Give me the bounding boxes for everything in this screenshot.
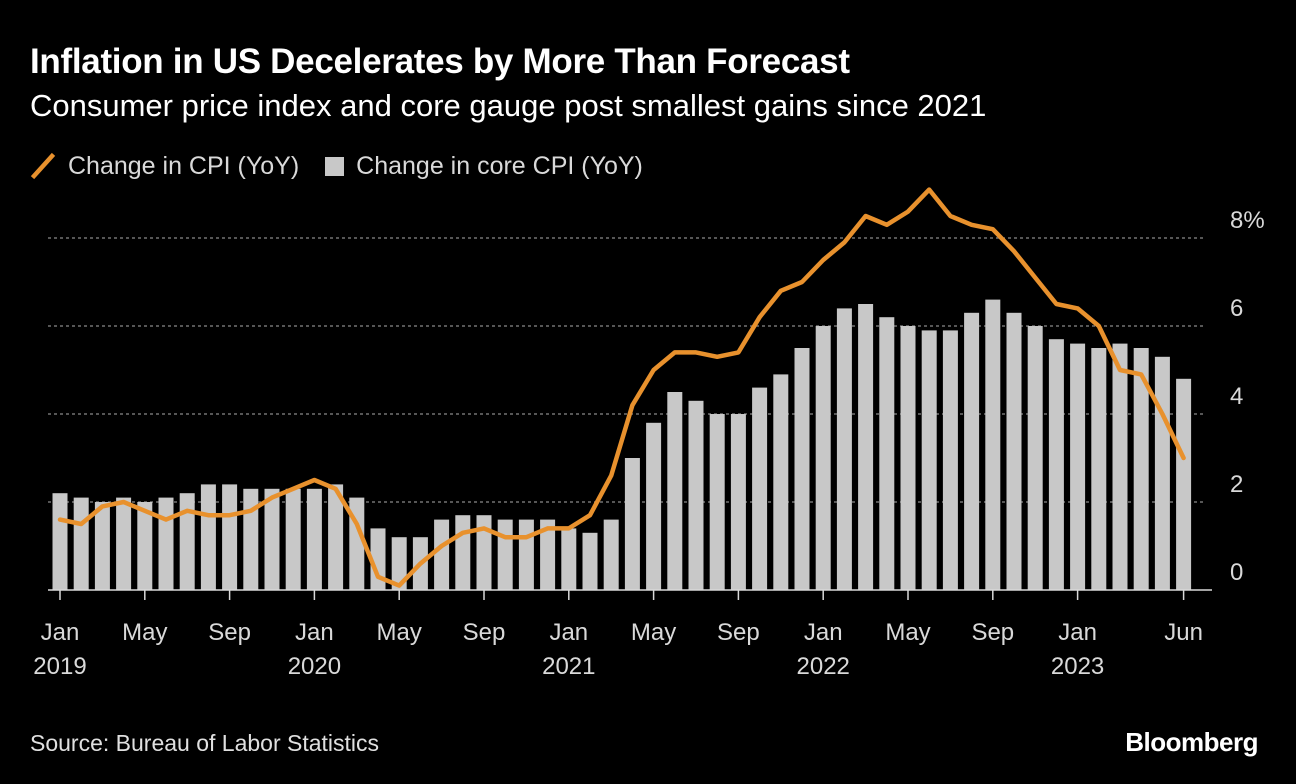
x-tick-label: Jan — [295, 619, 334, 646]
legend-label-core-cpi: Change in core CPI (YoY) — [356, 151, 643, 180]
core-cpi-bar — [476, 515, 492, 590]
bloomberg-logo: Bloomberg — [1125, 727, 1258, 757]
y-tick-label: 6 — [1230, 295, 1243, 322]
x-tick-label: Jan — [1058, 619, 1097, 646]
core-cpi-bar — [921, 330, 937, 590]
core-cpi-bar — [328, 484, 344, 590]
core-cpi-bar — [391, 537, 407, 590]
core-cpi-bar — [285, 488, 301, 590]
x-tick-label: Sep — [463, 619, 506, 646]
legend-line-swatch — [30, 152, 58, 180]
x-tick-label: Jan — [804, 619, 843, 646]
x-tick-label: 2023 — [1051, 653, 1104, 680]
core-cpi-bar — [73, 497, 89, 590]
core-cpi-bar — [137, 502, 153, 590]
core-cpi-bar — [1154, 356, 1170, 590]
core-cpi-bar — [561, 528, 577, 590]
core-cpi-bar — [1027, 326, 1043, 590]
legend-item-cpi: Change in CPI (YoY) — [30, 152, 299, 181]
core-cpi-bar — [1176, 378, 1192, 590]
core-cpi-bar — [455, 515, 471, 590]
core-cpi-bar — [200, 484, 216, 590]
core-cpi-bar — [730, 414, 746, 590]
core-cpi-bar — [900, 326, 916, 590]
x-tick-label: May — [122, 619, 167, 646]
core-cpi-bar — [264, 488, 280, 590]
core-cpi-bar — [179, 493, 195, 590]
x-tick-label: Sep — [717, 619, 760, 646]
core-cpi-bar — [815, 326, 831, 590]
core-cpi-bar — [773, 374, 789, 590]
core-cpi-bar — [1112, 343, 1128, 590]
core-cpi-bar — [497, 519, 513, 590]
core-cpi-bar — [306, 488, 322, 590]
core-cpi-bar — [858, 304, 874, 590]
core-cpi-bar — [603, 519, 619, 590]
x-tick-label: Jan — [41, 619, 80, 646]
legend-item-core-cpi: Change in core CPI (YoY) — [325, 152, 643, 181]
x-tick-label: Jun — [1164, 619, 1203, 646]
x-tick-label: Sep — [208, 619, 251, 646]
core-cpi-bar — [836, 308, 852, 590]
core-cpi-bar — [243, 488, 259, 590]
core-cpi-bar — [518, 519, 534, 590]
core-cpi-bar — [1091, 348, 1107, 590]
core-cpi-bar — [94, 502, 110, 590]
core-cpi-bar — [688, 400, 704, 590]
x-tick-label: 2020 — [288, 653, 341, 680]
core-cpi-bar — [667, 392, 683, 590]
core-cpi-bar — [624, 458, 640, 590]
y-tick-label: 0 — [1230, 559, 1243, 586]
core-cpi-bar — [1070, 343, 1086, 590]
core-cpi-bar — [52, 493, 68, 590]
core-cpi-bar — [540, 519, 556, 590]
core-cpi-bar — [434, 519, 450, 590]
chart-subtitle: Consumer price index and core gauge post… — [30, 88, 987, 123]
core-cpi-bar — [370, 528, 386, 590]
core-cpi-bar — [879, 317, 895, 590]
x-tick-label: 2022 — [797, 653, 850, 680]
core-cpi-bar — [1133, 348, 1149, 590]
source-note: Source: Bureau of Labor Statistics — [30, 730, 380, 756]
x-tick-label: May — [377, 619, 422, 646]
x-tick-label: 2019 — [33, 653, 86, 680]
core-cpi-bar — [942, 330, 958, 590]
core-cpi-bar — [1048, 339, 1064, 590]
legend-bar-swatch — [325, 156, 345, 176]
core-cpi-bar — [222, 484, 238, 590]
cpi-line — [57, 187, 1186, 588]
core-cpi-bar — [646, 422, 662, 590]
x-tick-label: Jan — [549, 619, 588, 646]
x-tick-label: May — [885, 619, 930, 646]
x-tick-label: Sep — [971, 619, 1014, 646]
chart-title: Inflation in US Decelerates by More Than… — [30, 42, 850, 81]
core-cpi-bar — [794, 348, 810, 590]
core-cpi-bar — [116, 497, 132, 590]
x-tick-label: May — [631, 619, 676, 646]
core-cpi-bar — [158, 497, 174, 590]
x-tick-label: 2021 — [542, 653, 595, 680]
legend-label-cpi: Change in CPI (YoY) — [68, 151, 300, 180]
core-cpi-bar — [709, 414, 725, 590]
y-tick-label: 8% — [1230, 207, 1265, 234]
y-tick-label: 2 — [1230, 471, 1243, 498]
core-cpi-bar — [964, 312, 980, 590]
core-cpi-bar — [985, 299, 1001, 590]
chart-legend: Change in CPI (YoY) Change in core CPI (… — [30, 150, 669, 182]
core-cpi-bar — [752, 387, 768, 590]
y-tick-label: 4 — [1230, 383, 1243, 410]
core-cpi-bar — [1006, 312, 1022, 590]
core-cpi-bar — [582, 532, 598, 590]
